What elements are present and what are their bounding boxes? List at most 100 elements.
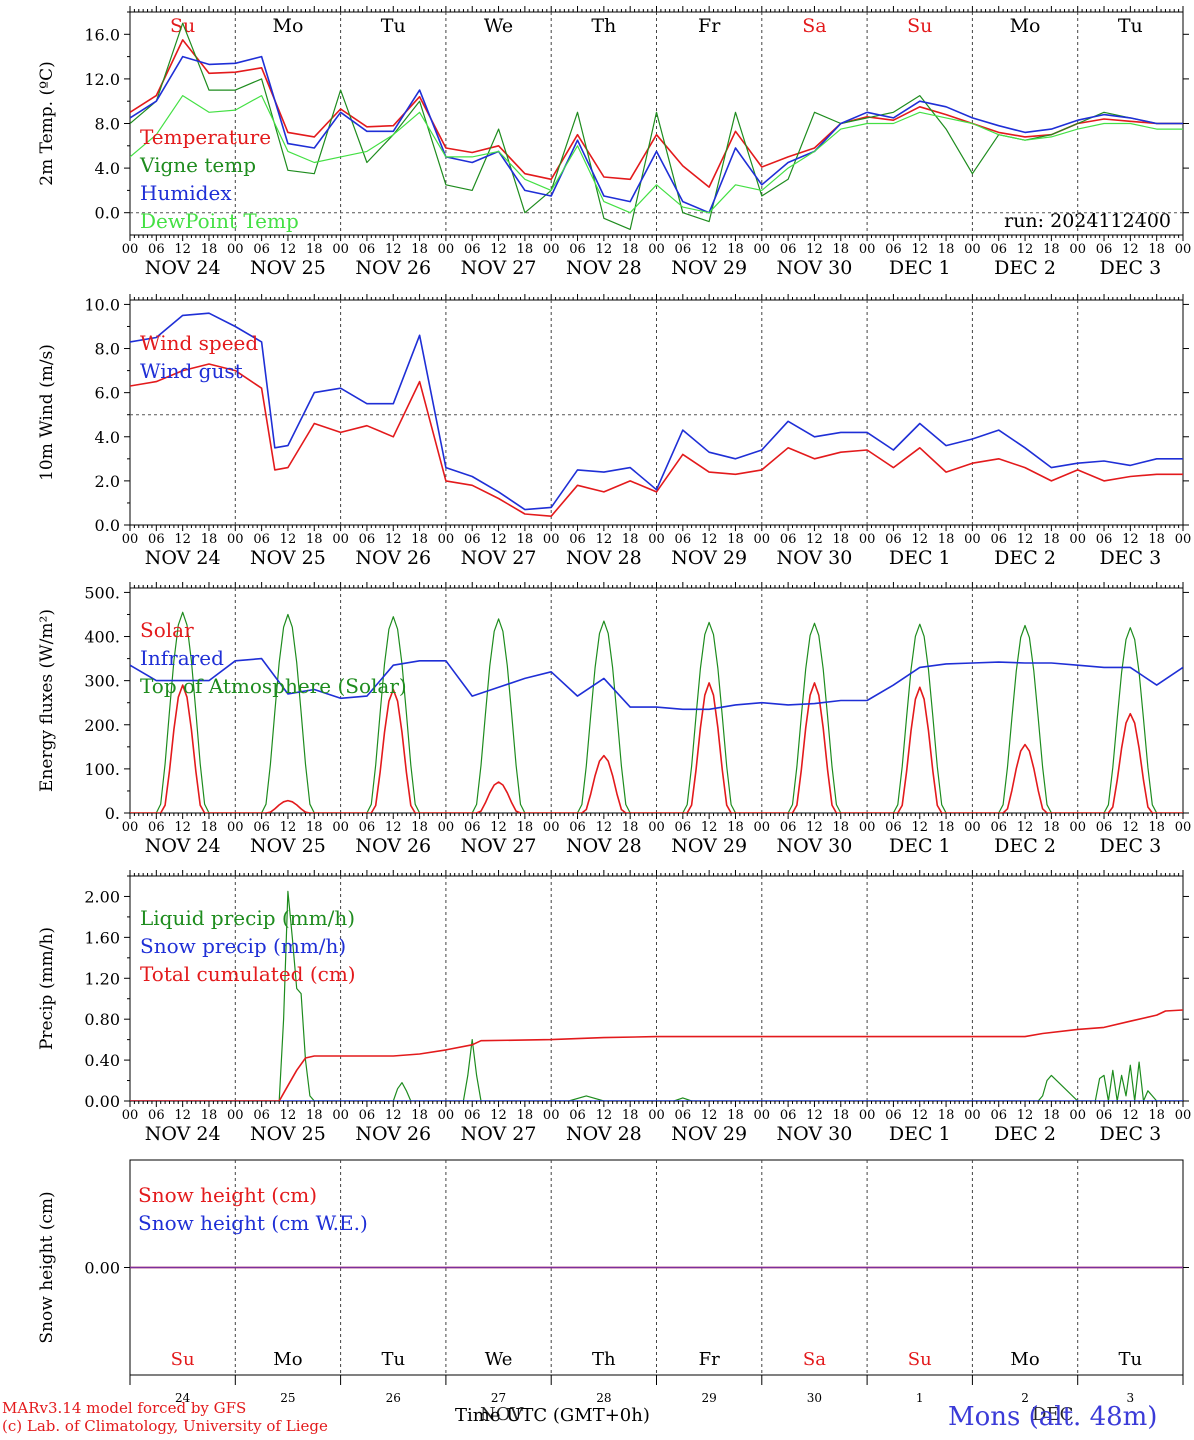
hour-tick-label: 06 xyxy=(885,1108,902,1123)
hour-tick-label: 12 xyxy=(596,820,613,835)
day-number-label: 25 xyxy=(280,1391,295,1405)
hour-tick-label: 00 xyxy=(438,242,455,257)
hour-tick-label: 18 xyxy=(622,820,639,835)
hour-tick-label: 18 xyxy=(1148,1108,1165,1123)
day-number-label: 2 xyxy=(1021,1391,1029,1405)
weekday-label: Tu xyxy=(381,15,406,37)
hour-tick-label: 12 xyxy=(806,1108,823,1123)
hour-tick-label: 12 xyxy=(174,532,191,547)
y-tick-label: 0.80 xyxy=(84,1010,120,1029)
series-group xyxy=(130,611,1183,813)
date-label: NOV 30 xyxy=(777,1123,853,1145)
hour-tick-label: 06 xyxy=(780,532,797,547)
hour-tick-label: 06 xyxy=(464,242,481,257)
hour-tick-label: 00 xyxy=(1175,532,1192,547)
date-label: DEC 2 xyxy=(994,257,1056,279)
hour-tick-label: 06 xyxy=(780,1108,797,1123)
y-axis-label: 2m Temp. (ºC) xyxy=(37,61,57,186)
hour-tick-label: 06 xyxy=(990,532,1007,547)
date-label: NOV 29 xyxy=(671,547,747,569)
y-tick-label: 400. xyxy=(84,628,120,647)
hour-tick-label: 12 xyxy=(1017,1108,1034,1123)
hour-tick-label: 18 xyxy=(411,820,428,835)
y-tick-label: 0.0 xyxy=(95,204,120,223)
legend-entry: Snow height (cm W.E.) xyxy=(138,1211,368,1235)
hour-tick-label: 18 xyxy=(1043,532,1060,547)
hour-tick-label: 18 xyxy=(938,1108,955,1123)
date-label: DEC 1 xyxy=(889,1123,951,1145)
hour-tick-label: 18 xyxy=(833,820,850,835)
hour-tick-label: 12 xyxy=(1122,820,1139,835)
legend-entry: Total cumulated (cm) xyxy=(140,962,356,986)
hour-tick-label: 18 xyxy=(517,1108,534,1123)
hour-tick-label: 06 xyxy=(148,820,165,835)
hour-tick-label: 12 xyxy=(596,1108,613,1123)
hour-tick-label: 00 xyxy=(332,1108,349,1123)
hour-tick-label: 12 xyxy=(490,532,507,547)
date-label: NOV 25 xyxy=(250,547,326,569)
hour-tick-label: 18 xyxy=(201,820,218,835)
hour-tick-label: 12 xyxy=(1122,242,1139,257)
hour-tick-label: 00 xyxy=(648,532,665,547)
hour-tick-label: 00 xyxy=(438,532,455,547)
hour-tick-label: 06 xyxy=(990,820,1007,835)
panel-3: 0. 100. 200. 300. 400. 500. Energy fluxes (W/m… xyxy=(37,582,1191,857)
hour-tick-label: 00 xyxy=(1069,820,1086,835)
hour-tick-label: 06 xyxy=(359,1108,376,1123)
hour-tick-label: 06 xyxy=(569,242,586,257)
legend-entry: Snow precip (mm/h) xyxy=(140,934,346,958)
legend-entry: Temperature xyxy=(140,125,271,149)
hour-tick-label: 00 xyxy=(122,820,139,835)
credit-line: (c) Lab. of Climatology, University of L… xyxy=(2,1417,328,1435)
hour-tick-label: 00 xyxy=(859,1108,876,1123)
hour-tick-label: 00 xyxy=(543,820,560,835)
hour-tick-label: 00 xyxy=(1069,532,1086,547)
hour-tick-label: 00 xyxy=(754,1108,771,1123)
hour-tick-label: 18 xyxy=(517,820,534,835)
hour-tick-label: 18 xyxy=(1043,242,1060,257)
y-axis-label: Precip (mm/h) xyxy=(37,927,57,1050)
hour-tick-label: 12 xyxy=(280,242,297,257)
hour-tick-label: 18 xyxy=(411,242,428,257)
hour-tick-label: 00 xyxy=(1175,242,1192,257)
y-tick-label: 100. xyxy=(84,760,120,779)
hour-tick-label: 18 xyxy=(1148,242,1165,257)
y-tick-label: 6.0 xyxy=(95,384,120,403)
hour-tick-label: 18 xyxy=(727,242,744,257)
legend-entry: Wind speed xyxy=(140,331,258,355)
hour-tick-label: 06 xyxy=(885,820,902,835)
hour-tick-label: 00 xyxy=(438,1108,455,1123)
date-label: NOV 25 xyxy=(250,257,326,279)
y-tick-label: 0.0 xyxy=(95,516,120,535)
date-label: NOV 30 xyxy=(777,835,853,857)
hour-tick-label: 12 xyxy=(490,1108,507,1123)
y-tick-label: 2.0 xyxy=(95,472,120,491)
date-label: DEC 2 xyxy=(994,835,1056,857)
hour-tick-label: 06 xyxy=(990,1108,1007,1123)
date-label: NOV 26 xyxy=(355,835,431,857)
hour-tick-label: 06 xyxy=(569,1108,586,1123)
legend-entry: Wind gust xyxy=(140,359,243,383)
date-label: DEC 1 xyxy=(889,835,951,857)
hour-tick-label: 18 xyxy=(833,1108,850,1123)
weekday-label: Mo xyxy=(272,15,303,37)
hour-tick-label: 06 xyxy=(1096,820,1113,835)
weekday-label: Fr xyxy=(699,1349,720,1370)
weekday-label: Su xyxy=(908,1349,932,1370)
hour-tick-label: 00 xyxy=(1069,1108,1086,1123)
hour-tick-label: 06 xyxy=(253,1108,270,1123)
hour-tick-label: 12 xyxy=(385,532,402,547)
date-label: NOV 28 xyxy=(566,257,642,279)
hour-tick-label: 12 xyxy=(174,242,191,257)
panel-4: 0.00 0.40 0.80 1.20 1.60 2.00 Precip (mm/h) 00 0… xyxy=(37,870,1191,1145)
weekday-label: Th xyxy=(592,1349,616,1370)
hour-tick-label: 12 xyxy=(280,1108,297,1123)
month-overlay-nov: NOV xyxy=(480,1404,524,1425)
hour-tick-label: 18 xyxy=(517,242,534,257)
hour-tick-label: 06 xyxy=(464,532,481,547)
hour-tick-label: 00 xyxy=(754,532,771,547)
hour-tick-label: 00 xyxy=(964,532,981,547)
legend-entry: Humidex xyxy=(140,181,232,205)
date-label: NOV 26 xyxy=(355,257,431,279)
hour-tick-label: 18 xyxy=(938,820,955,835)
